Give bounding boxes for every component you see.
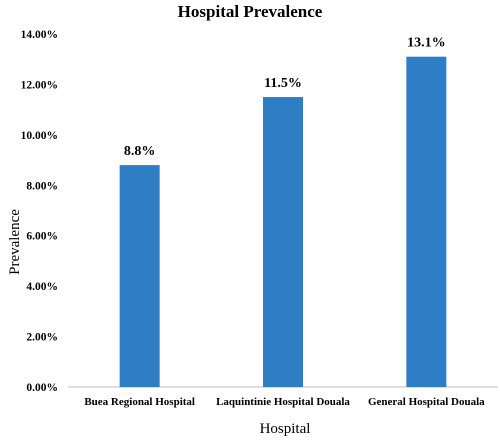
x-tick-label: General Hospital Douala (368, 396, 485, 408)
y-axis-title: Prevalence (7, 209, 23, 275)
chart-title: Hospital Prevalence (178, 2, 323, 21)
y-tick-label: 4.00% (26, 281, 58, 293)
bars (119, 56, 447, 388)
data-label: 13.1% (407, 36, 446, 51)
y-tick-label: 8.00% (26, 180, 58, 192)
bar (263, 97, 303, 388)
y-tick-label: 6.00% (26, 231, 58, 243)
data-labels: 8.8% 11.5% 13.1% (124, 36, 446, 159)
y-tick-label: 12.00% (21, 79, 58, 91)
bar (119, 165, 160, 387)
y-axis-ticks: 0.00% 2.00% 4.00% 6.00% 8.00% 10.00% 12.00% 14.… (21, 29, 58, 394)
x-tick-label: Laquintinie Hospital Douala (216, 396, 350, 408)
y-tick-label: 2.00% (26, 332, 58, 344)
bar (406, 56, 447, 387)
y-tick-label: 0.00% (26, 382, 58, 394)
y-tick-label: 10.00% (21, 130, 58, 142)
x-tick-label: Buea Regional Hospital (84, 396, 195, 408)
data-label: 11.5% (264, 76, 302, 91)
y-tick-label: 14.00% (21, 29, 58, 41)
x-axis-title: Hospital (260, 421, 311, 437)
category-labels: Buea Regional Hospital Laquintinie Hospit… (84, 396, 485, 408)
data-label: 8.8% (124, 144, 156, 159)
